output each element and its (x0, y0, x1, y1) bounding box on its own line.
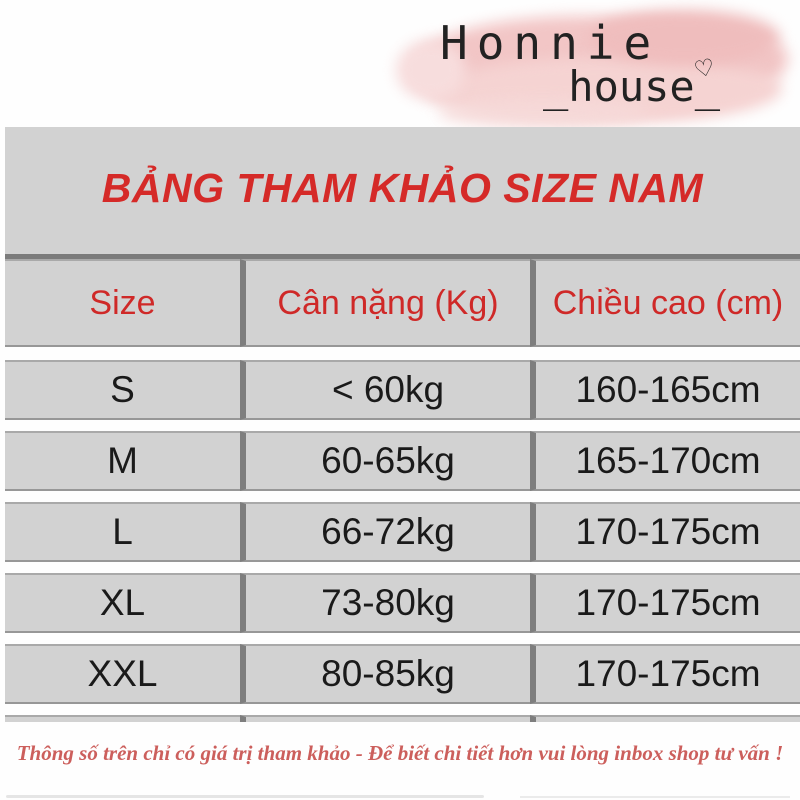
table-row: XL 73-80kg 170-175cm (5, 573, 800, 633)
height-cell: 170-175cm (530, 573, 800, 633)
height-cell: 160-165cm (530, 360, 800, 420)
bottom-edge-artifact (520, 796, 790, 798)
column-header-weight: Cân nặng (Kg) (240, 259, 530, 347)
height-cell: 165-170cm (530, 431, 800, 491)
title-divider (5, 254, 800, 259)
table-row: XXL 80-85kg 170-175cm (5, 644, 800, 704)
cropped-cell (5, 715, 240, 722)
height-cell: 170-175cm (530, 644, 800, 704)
title-band: BẢNG THAM KHẢO SIZE NAM (5, 127, 800, 254)
footnote: Thông số trên chỉ có giá trị tham khảo -… (16, 741, 784, 765)
size-cell: XXL (5, 644, 240, 704)
size-cell: M (5, 431, 240, 491)
table-row: L 66-72kg 170-175cm (5, 502, 800, 562)
chart-title: BẢNG THAM KHẢO SIZE NAM (101, 165, 704, 211)
table-body: S < 60kg 160-165cm M 60-65kg 165-170cm L 66-72k… (5, 360, 800, 704)
brand-name: Honnie (440, 16, 661, 70)
size-cell: L (5, 502, 240, 562)
weight-cell: 80-85kg (240, 644, 530, 704)
splash-blob (396, 40, 466, 100)
table-row: M 60-65kg 165-170cm (5, 431, 800, 491)
splash-blob (590, 10, 780, 65)
brand-suffix: _house_ (543, 62, 721, 111)
weight-cell: 66-72kg (240, 502, 530, 562)
bottom-edge-artifact (6, 795, 484, 798)
cropped-cell (240, 715, 530, 722)
table-row: S < 60kg 160-165cm (5, 360, 800, 420)
size-cell: S (5, 360, 240, 420)
table-header-row: Size Cân nặng (Kg) Chiều cao (cm) (5, 259, 800, 347)
weight-cell: 60-65kg (240, 431, 530, 491)
size-cell: XL (5, 573, 240, 633)
column-header-height: Chiều cao (cm) (530, 259, 800, 347)
cropped-row (5, 715, 800, 722)
cropped-cell (530, 715, 800, 722)
weight-cell: < 60kg (240, 360, 530, 420)
size-table: Size Cân nặng (Kg) Chiều cao (cm) S < 60k… (5, 259, 800, 722)
height-cell: 170-175cm (530, 502, 800, 562)
column-header-size: Size (5, 259, 240, 347)
weight-cell: 73-80kg (240, 573, 530, 633)
splash-blob (438, 98, 648, 128)
